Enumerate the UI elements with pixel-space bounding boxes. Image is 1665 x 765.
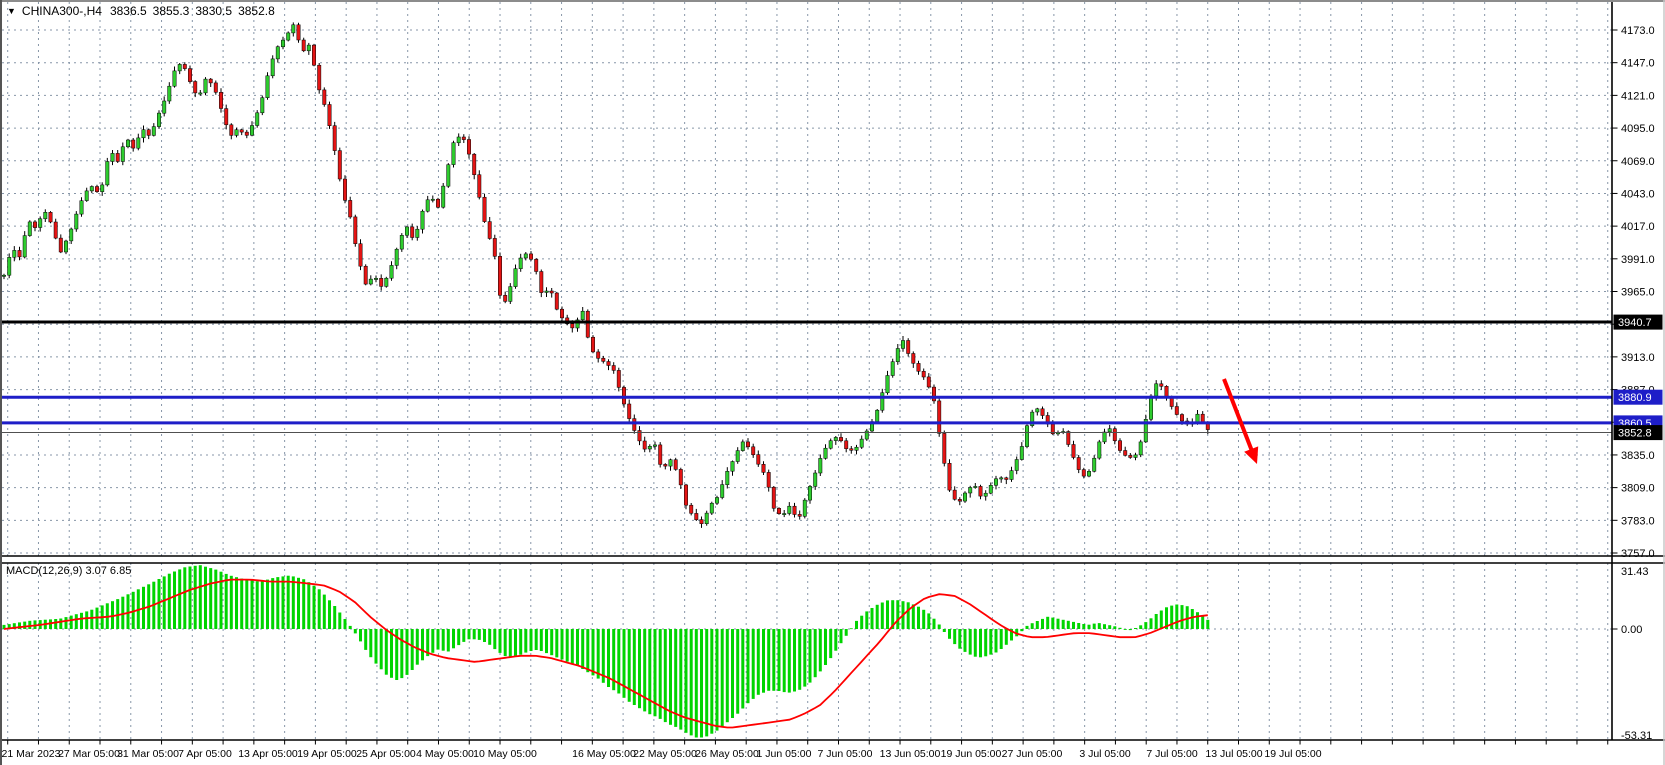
- time-tick-label: 4 May 05:00: [416, 748, 474, 760]
- red-down-arrow[interactable]: [1222, 378, 1259, 464]
- price-tick-label: 3991.0: [1621, 254, 1655, 266]
- level-price-label: 3852.8: [1618, 428, 1652, 440]
- price-axis: 4173.0 4147.0 4121.0 4095.0 4069.0 4043.0 4017…: [1612, 25, 1655, 560]
- high-value: 3855.3: [152, 4, 190, 18]
- gridlines: [2, 2, 1612, 740]
- time-tick-label: 27 Jun 05:00: [1002, 748, 1063, 760]
- time-tick-label: 19 Jul 05:00: [1264, 748, 1321, 760]
- macd-max-label: 31.43: [1621, 566, 1649, 578]
- time-tick-label: 13 Jul 05:00: [1205, 748, 1262, 760]
- price-tick-label: 4017.0: [1621, 221, 1655, 233]
- price-tick-label: 4173.0: [1621, 25, 1655, 37]
- time-tick-label: 1 Jun 05:00: [757, 748, 812, 760]
- open-value: 3836.5: [109, 4, 147, 18]
- time-tick-label: 19 Jun 05:00: [941, 748, 1002, 760]
- price-tick-label: 3757.0: [1621, 548, 1655, 560]
- time-tick-label: 7 Apr 05:00: [178, 748, 232, 760]
- macd-histogram: [2, 565, 1210, 738]
- time-tick-label: 13 Apr 05:00: [238, 748, 298, 760]
- time-tick-label: 27 Mar 05:00: [58, 748, 120, 760]
- time-tick-label: 10 May 05:00: [473, 748, 537, 760]
- time-tick-label: 31 Mar 05:00: [117, 748, 179, 760]
- level-price-label: 3880.9: [1618, 392, 1652, 404]
- time-tick-label: 16 May 05:00: [572, 748, 636, 760]
- price-tick-label: 3965.0: [1621, 287, 1655, 299]
- macd-min-label: -53.31: [1621, 730, 1652, 742]
- symbol-period-label: CHINA300-,H4: [21, 4, 102, 18]
- time-tick-label: 3 Jul 05:00: [1079, 748, 1131, 760]
- price-tick-label: 3835.0: [1621, 450, 1655, 462]
- horizontal-level-lines[interactable]: [2, 320, 1612, 434]
- macd-indicator-label: MACD(12,26,9) 3.07 6.85: [6, 565, 132, 577]
- price-tick-label: 4095.0: [1621, 123, 1655, 135]
- price-tick-label: 4121.0: [1621, 90, 1655, 102]
- chevron-down-icon[interactable]: ▼: [7, 6, 16, 16]
- candle-wicks: [3, 22, 1209, 528]
- symbol-title-bar: ▼ CHINA300-,H4 3836.5 3855.3 3830.5 3852…: [7, 3, 275, 19]
- time-tick-label: 7 Jun 05:00: [818, 748, 873, 760]
- level-price-label: 3940.7: [1618, 317, 1652, 329]
- price-tick-label: 3783.0: [1621, 515, 1655, 527]
- time-tick-label: 19 Apr 05:00: [297, 748, 357, 760]
- time-tick-label: 22 May 05:00: [633, 748, 697, 760]
- time-tick-label: 25 Apr 05:00: [356, 748, 416, 760]
- price-tick-label: 4069.0: [1621, 156, 1655, 168]
- time-tick-label: 26 May 05:00: [695, 748, 759, 760]
- price-tick-label: 4043.0: [1621, 188, 1655, 200]
- price-tick-label: 4147.0: [1621, 58, 1655, 70]
- close-value: 3852.8: [238, 4, 275, 18]
- macd-zero-label: 0.00: [1621, 624, 1642, 636]
- time-tick-label: 7 Jul 05:00: [1146, 748, 1198, 760]
- price-tick-label: 3809.0: [1621, 483, 1655, 495]
- time-tick-label: 13 Jun 05:00: [880, 748, 941, 760]
- low-value: 3830.5: [195, 4, 233, 18]
- time-tick-label: 21 Mar 2023: [2, 748, 61, 760]
- candlestick-series: [2, 24, 1210, 524]
- macd-signal-line: [3, 578, 1208, 729]
- ohlc-values: 3836.5 3855.3 3830.5 3852.8: [110, 4, 275, 18]
- price-tick-label: 3913.0: [1621, 352, 1655, 364]
- macd-axis: 31.43 0.00 -53.31: [1612, 566, 1652, 742]
